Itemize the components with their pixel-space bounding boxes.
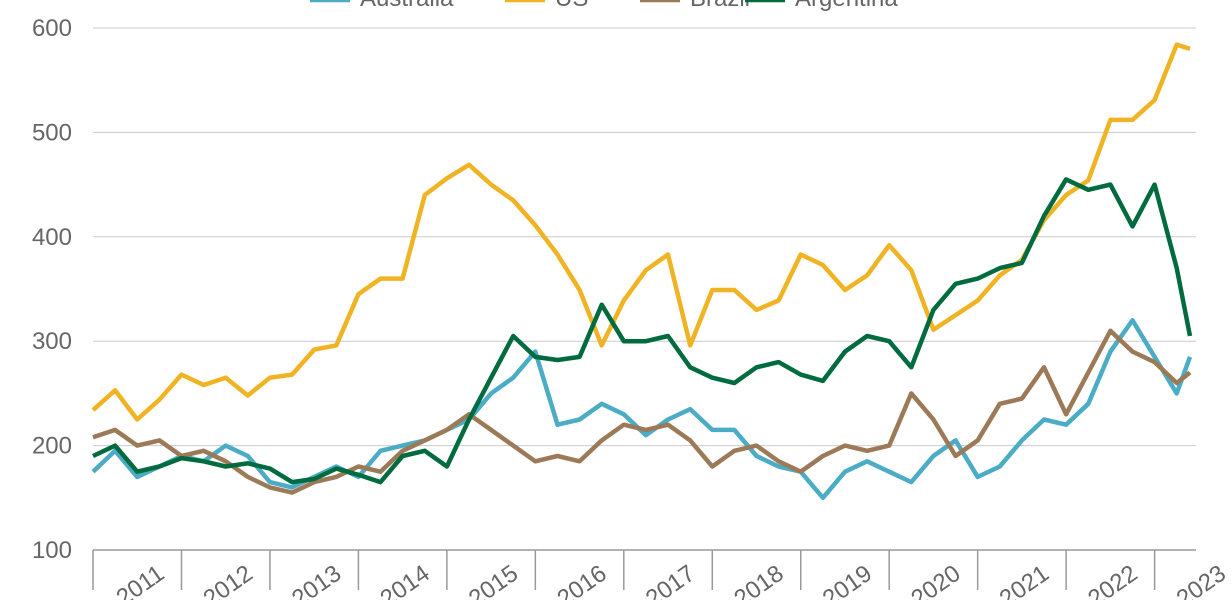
legend-item: Australia (310, 0, 454, 12)
x-tick-label: 2022 (1083, 560, 1142, 600)
x-tick-label: 2016 (552, 560, 611, 600)
x-tick-label: 2017 (641, 560, 700, 600)
series-line (91, 42, 1191, 422)
x-tick-label: 2012 (199, 560, 258, 600)
legend-label: US (555, 0, 588, 12)
x-tick-label: 2021 (995, 560, 1054, 600)
legend-label: Australia (360, 0, 454, 12)
x-tick-label: 2023 (1172, 560, 1231, 600)
y-tick-label: 300 (32, 328, 72, 355)
legend-item: Argentina (745, 0, 898, 12)
x-tick-label: 2018 (729, 560, 788, 600)
y-tick-label: 100 (32, 537, 72, 564)
y-tick-label: 200 (32, 433, 72, 460)
x-tick-label: 2020 (906, 560, 965, 600)
series-line (92, 177, 1193, 485)
y-tick-label: 500 (32, 119, 72, 146)
x-tick-label: 2019 (818, 560, 877, 600)
y-tick-label: 600 (32, 15, 72, 42)
legend-item: US (505, 0, 588, 12)
x-tick-label: 2013 (287, 560, 346, 600)
x-tick-label: 2015 (464, 560, 523, 600)
y-tick-label: 400 (32, 224, 72, 251)
series-line (91, 318, 1193, 501)
x-tick-label: 2014 (375, 560, 434, 600)
series-line (92, 328, 1192, 495)
legend-label: Argentina (795, 0, 898, 12)
x-tick-label: 2011 (112, 560, 170, 600)
legend-label: Brazil (690, 0, 750, 12)
legend-item: Brazil (640, 0, 750, 12)
